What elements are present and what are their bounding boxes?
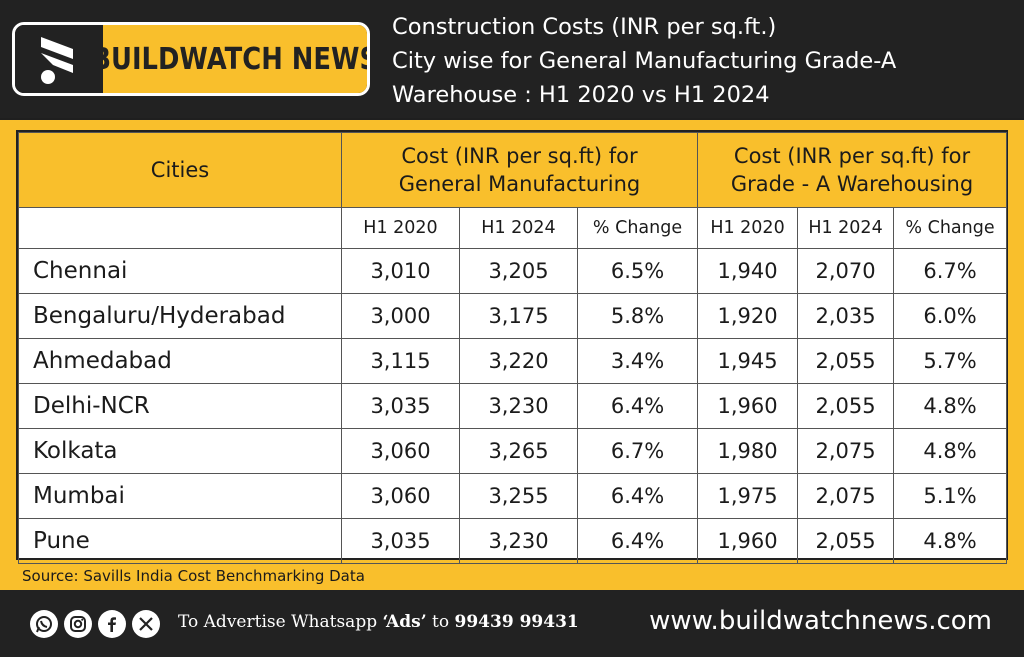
logo-wordmark: BUILDWATCH NEWS <box>92 25 367 93</box>
city-cell: Mumbai <box>18 473 342 519</box>
title-line: City wise for General Manufacturing Grad… <box>392 48 897 74</box>
x-icon[interactable] <box>132 610 160 638</box>
value-cell: 3,230 <box>459 518 578 564</box>
city-cell: Bengaluru/Hyderabad <box>18 293 342 339</box>
value-cell: 4.8% <box>893 383 1008 429</box>
value-cell: 1,975 <box>697 473 799 519</box>
value-cell: 3,035 <box>341 518 460 564</box>
table-row: Delhi-NCR 3,035 3,230 6.4% 1,960 2,055 4.8% <box>18 383 1008 429</box>
sub-header-row: H1 2020 H1 2024 % Change H1 2020 H1 2024… <box>18 207 1008 249</box>
value-cell: 3,000 <box>341 293 460 339</box>
ad-prefix: To Advertise Whatsapp <box>178 612 383 632</box>
sub-header-blank <box>18 207 342 249</box>
group-header-warehousing: Cost (INR per sq.ft) for Grade - A Wareh… <box>697 132 1008 208</box>
sub-header: H1 2024 <box>797 207 895 249</box>
table-body: Chennai 3,010 3,205 6.5% 1,940 2,070 6.7% Benga… <box>18 248 1008 564</box>
value-cell: 2,070 <box>797 248 895 294</box>
value-cell: 5.7% <box>893 338 1008 384</box>
value-cell: 6.7% <box>576 428 699 474</box>
value-cell: 1,945 <box>697 338 799 384</box>
value-cell: 1,940 <box>697 248 799 294</box>
value-cell: 3,010 <box>341 248 460 294</box>
value-cell: 3,060 <box>341 473 460 519</box>
value-cell: 3,265 <box>459 428 578 474</box>
brand-name: BUILDWATCH NEWS <box>91 41 370 77</box>
brand-logo: BUILDWATCH NEWS <box>12 22 370 96</box>
table-row: Pune 3,035 3,230 6.4% 1,960 2,055 4.8% <box>18 518 1008 564</box>
footer: To Advertise Whatsapp ‘Ads’ to 99439 994… <box>0 590 1024 657</box>
title-line: Warehouse : H1 2020 vs H1 2024 <box>392 82 770 108</box>
value-cell: 6.4% <box>576 473 699 519</box>
city-cell: Pune <box>18 518 342 564</box>
value-cell: 3,035 <box>341 383 460 429</box>
header: BUILDWATCH NEWS Construction Costs (INR … <box>0 0 1024 118</box>
city-cell: Chennai <box>18 248 342 294</box>
table-row: Ahmedabad 3,115 3,220 3.4% 1,945 2,055 5.7% <box>18 338 1008 384</box>
ad-number[interactable]: 99439 99431 <box>454 612 579 632</box>
group-header-line: Cost (INR per sq.ft) for <box>401 144 638 168</box>
value-cell: 3,230 <box>459 383 578 429</box>
cities-header: Cities <box>18 132 342 208</box>
value-cell: 2,055 <box>797 518 895 564</box>
value-cell: 6.0% <box>893 293 1008 339</box>
page-title: Construction Costs (INR per sq.ft.) City… <box>392 10 1012 112</box>
table-row: Chennai 3,010 3,205 6.5% 1,940 2,070 6.7% <box>18 248 1008 294</box>
value-cell: 6.4% <box>576 518 699 564</box>
table-panel: Cities Cost (INR per sq.ft) for General … <box>0 120 1024 590</box>
sub-header: H1 2020 <box>697 207 799 249</box>
value-cell: 6.7% <box>893 248 1008 294</box>
value-cell: 3.4% <box>576 338 699 384</box>
value-cell: 2,035 <box>797 293 895 339</box>
social-icons <box>30 610 160 638</box>
value-cell: 3,175 <box>459 293 578 339</box>
value-cell: 1,920 <box>697 293 799 339</box>
whatsapp-icon[interactable] <box>30 610 58 638</box>
value-cell: 1,980 <box>697 428 799 474</box>
city-cell: Kolkata <box>18 428 342 474</box>
value-cell: 2,055 <box>797 383 895 429</box>
facebook-icon[interactable] <box>98 610 126 638</box>
advertise-text: To Advertise Whatsapp ‘Ads’ to 99439 994… <box>178 612 579 632</box>
group-header-row: Cities Cost (INR per sq.ft) for General … <box>18 132 1008 208</box>
logo-mark-icon <box>15 25 103 93</box>
group-header-line: General Manufacturing <box>398 172 641 196</box>
ad-middle: to <box>426 612 455 632</box>
city-cell: Ahmedabad <box>18 338 342 384</box>
value-cell: 1,960 <box>697 383 799 429</box>
value-cell: 3,205 <box>459 248 578 294</box>
title-line: Construction Costs (INR per sq.ft.) <box>392 14 777 40</box>
ad-keyword: ‘Ads’ <box>382 612 427 632</box>
cost-table-container: Cities Cost (INR per sq.ft) for General … <box>16 130 1008 564</box>
sub-header: % Change <box>576 207 699 249</box>
group-header-line: Grade - A Warehousing <box>730 172 974 196</box>
value-cell: 3,060 <box>341 428 460 474</box>
city-cell: Delhi-NCR <box>18 383 342 429</box>
value-cell: 4.8% <box>893 428 1008 474</box>
value-cell: 6.4% <box>576 383 699 429</box>
value-cell: 5.8% <box>576 293 699 339</box>
value-cell: 2,075 <box>797 428 895 474</box>
website-link[interactable]: www.buildwatchnews.com <box>649 606 992 636</box>
group-header-line: Cost (INR per sq.ft) for <box>733 144 971 168</box>
table-row: Mumbai 3,060 3,255 6.4% 1,975 2,075 5.1% <box>18 473 1008 519</box>
value-cell: 1,960 <box>697 518 799 564</box>
sub-header: H1 2020 <box>341 207 460 249</box>
group-header-manufacturing: Cost (INR per sq.ft) for General Manufac… <box>340 132 699 208</box>
value-cell: 2,055 <box>797 338 895 384</box>
value-cell: 2,075 <box>797 473 895 519</box>
value-cell: 6.5% <box>576 248 699 294</box>
table-row: Bengaluru/Hyderabad 3,000 3,175 5.8% 1,920 2,… <box>18 293 1008 339</box>
value-cell: 3,220 <box>459 338 578 384</box>
sub-header: % Change <box>893 207 1008 249</box>
value-cell: 3,115 <box>341 338 460 384</box>
source-note: Source: Savills India Cost Benchmarking … <box>22 567 365 585</box>
table-row: Kolkata 3,060 3,265 6.7% 1,980 2,075 4.8% <box>18 428 1008 474</box>
cost-table: Cities Cost (INR per sq.ft) for General … <box>18 132 1008 564</box>
instagram-icon[interactable] <box>64 610 92 638</box>
value-cell: 3,255 <box>459 473 578 519</box>
value-cell: 5.1% <box>893 473 1008 519</box>
sub-header: H1 2024 <box>459 207 578 249</box>
value-cell: 4.8% <box>893 518 1008 564</box>
